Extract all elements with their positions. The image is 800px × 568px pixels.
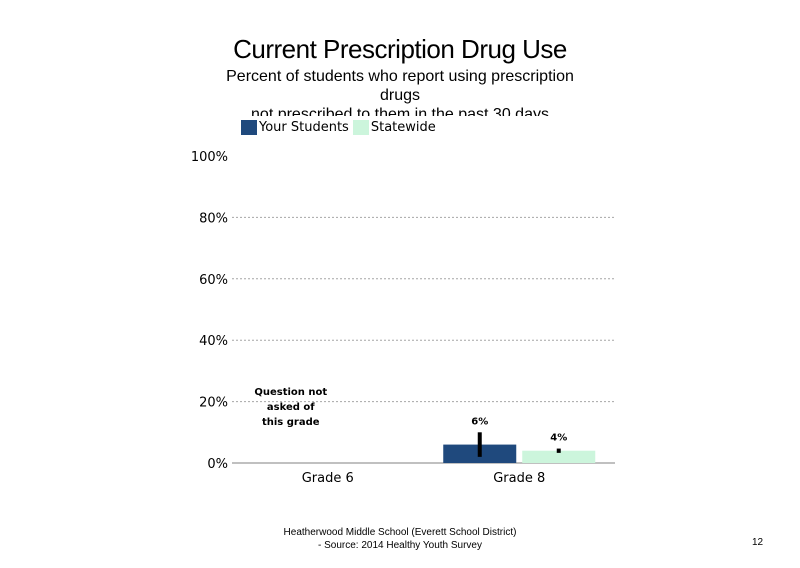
data-label: 4% [550,433,567,444]
annotation-line: this grade [262,417,320,428]
legend-item-statewide: Statewide [352,119,436,135]
y-tick-label: 0% [207,457,228,472]
data-label: 6% [471,416,488,427]
legend-swatch-statewide [352,119,369,135]
page-number: 12 [752,537,764,548]
legend-label-your-students: Your Students [259,119,349,135]
x-tick-label: Grade 8 [493,471,545,486]
legend-swatch-your-students [241,119,257,135]
bar [522,450,596,463]
x-tick-label: Grade 6 [302,471,354,486]
y-tick-label: 60% [199,273,228,288]
footer-line-2: - Source: 2014 Healthy Youth Survey [318,540,482,551]
subtitle-line-3: not prescribed to them in the past 30 da… [251,106,549,116]
annotation-line: Question not [254,387,327,398]
legend-item-your-students: Your Students [241,119,349,135]
footer-source: Heatherwood Middle School (Everett Schoo… [220,526,580,552]
y-tick-label: 100% [191,150,228,165]
footer-line-1: Heatherwood Middle School (Everett Schoo… [283,527,517,538]
subtitle-line-1: Percent of students who report using pre… [226,68,574,85]
y-tick-label: 40% [199,334,228,349]
y-tick-label: 20% [199,396,228,411]
legend-label-statewide: Statewide [370,119,436,135]
annotation-line: asked of [267,402,315,413]
chart-subtitle: Percent of students who report using pre… [200,67,600,116]
y-tick-label: 80% [199,211,228,226]
chart-legend: Your Students Statewide [241,118,440,136]
chart-title: Current Prescription Drug Use [233,34,567,64]
subtitle-line-2: drugs [379,87,421,104]
